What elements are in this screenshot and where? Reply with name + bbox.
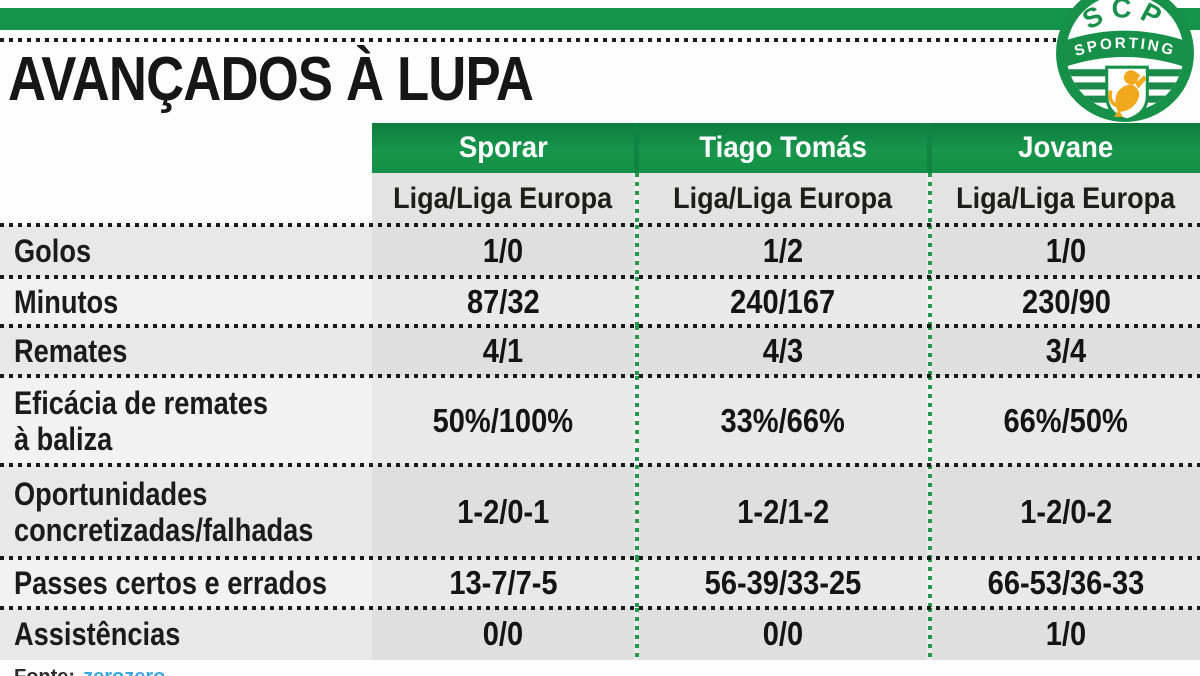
crest-lion [1108,70,1147,117]
subheader-cell: Liga/Liga Europa [932,173,1200,225]
subheader-cell: Liga/Liga Europa [372,173,634,225]
column-divider-dotted [634,173,639,225]
column-divider-dotted [634,608,639,660]
column-divider-dotted [634,277,639,326]
stat-value: 33%/66% [720,401,846,439]
header-spacer [0,123,372,173]
stat-value: 50%/100% [432,401,574,439]
player-header-row: Sporar Tiago Tomás Jovane [0,123,1200,173]
page-title: AVANÇADOS À LUPA [8,45,534,114]
player-column-header-jovane: Jovane [932,123,1200,173]
column-divider [634,123,639,173]
stat-label: Eficácia de remates à baliza [14,384,269,457]
stat-row-assistencias: Assistências 0/0 0/0 1/0 [0,606,1200,660]
player-column-header-sporar: Sporar [372,123,634,173]
stats-table: Sporar Tiago Tomás Jovane Liga/Liga Euro… [0,123,1200,660]
stat-label: Passes certos e errados [14,565,327,601]
player-column-header-tiago-tomas: Tiago Tomás [639,123,927,173]
top-accent-bar [0,8,1200,30]
header-dotted-rule [0,38,1056,42]
column-divider-dotted [927,277,932,326]
column-divider-dotted [927,376,932,465]
subheader-text: Liga/Liga Europa [956,182,1176,215]
column-divider-dotted [927,465,932,558]
column-divider-dotted [634,465,639,558]
stat-row-remates: Remates 4/1 4/3 3/4 [0,324,1200,376]
source-link[interactable]: zerozero [83,666,165,676]
player-name: Jovane [1018,131,1114,164]
stat-label: Minutos [14,283,119,320]
stat-label: Oportunidades concretizadas/falhadas [14,475,314,548]
column-divider-dotted [927,608,932,660]
subheader-cell: Liga/Liga Europa [639,173,927,225]
stat-value: 1-2/0-2 [1019,492,1113,530]
source-credit: Fonte: zerozero [14,666,165,676]
stat-value: 87/32 [466,282,540,320]
stat-row-minutos: Minutos 87/32 240/167 230/90 [0,275,1200,326]
stat-row-golos: Golos 1/0 1/2 1/0 [0,223,1200,277]
stat-row-passes: Passes certos e errados 13-7/7-5 56-39/3… [0,556,1200,608]
column-divider-dotted [634,326,639,376]
stat-value: 66-53/36-33 [987,564,1145,601]
column-divider-dotted [927,558,932,608]
stat-value: 1/0 [1045,615,1087,652]
stat-value: 1-2/0-1 [456,492,550,530]
column-divider-dotted [927,173,932,225]
stat-row-oportunidades: Oportunidades concretizadas/falhadas 1-2/… [0,463,1200,558]
stat-value: 230/90 [1021,282,1111,320]
column-divider-dotted [634,376,639,465]
column-divider-dotted [634,558,639,608]
stat-label: Assistências [14,616,181,652]
stat-row-eficacia-remates: Eficácia de remates à baliza 50%/100% 33%… [0,374,1200,465]
stat-value: 4/1 [482,332,524,369]
column-divider-dotted [927,225,932,277]
column-divider-dotted [927,326,932,376]
stat-value: 66%/50% [1003,401,1129,439]
stat-value: 1/0 [1045,232,1087,269]
column-divider [927,123,932,173]
source-label: Fonte: [14,666,75,676]
crest-banner [1064,30,1186,68]
column-divider-dotted [634,225,639,277]
stat-value: 3/4 [1045,332,1087,369]
subheader-text: Liga/Liga Europa [673,182,893,215]
player-name: Sporar [458,131,548,164]
competition-subheader-row: Liga/Liga Europa Liga/Liga Europa Liga/L… [0,173,1200,225]
stat-value: 4/3 [762,332,804,369]
stat-value: 0/0 [762,615,804,652]
stat-value: 13-7/7-5 [448,564,558,601]
stat-value: 56-39/33-25 [704,564,862,601]
player-name: Tiago Tomás [699,131,867,164]
stat-label: Golos [14,233,92,269]
stat-value: 1-2/1-2 [736,492,830,530]
stat-value: 0/0 [482,615,524,652]
stat-value: 1/0 [482,232,524,269]
subheader-text: Liga/Liga Europa [393,182,613,215]
stat-value: 1/2 [762,232,804,269]
stat-value: 240/167 [730,282,836,320]
stat-label: Remates [14,333,128,369]
sporting-cp-crest-icon: SCP SPORTING [1056,0,1194,122]
subheader-spacer [0,173,372,225]
